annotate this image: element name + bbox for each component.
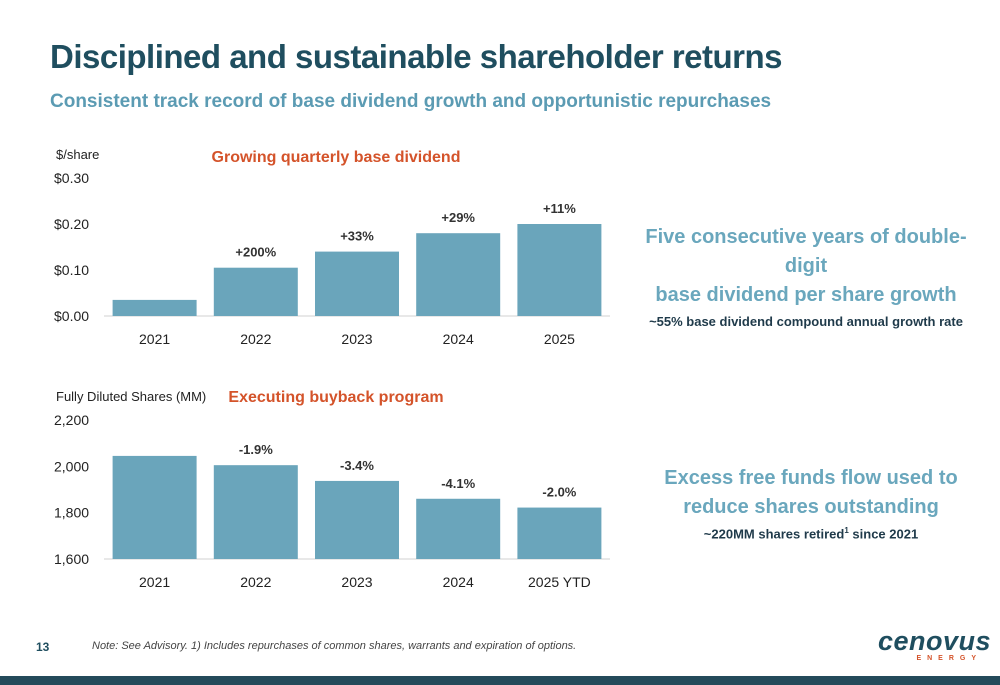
x-tick-label: 2022 [240, 331, 271, 347]
footnote-marker: 1 [844, 526, 849, 535]
buyback-callout-line2: reduce shares outstanding [683, 496, 939, 518]
company-logo: cenovus ENERGY [878, 626, 992, 664]
dividend-callout-line2: base dividend per share growth [655, 284, 957, 306]
bar [315, 480, 399, 559]
data-label: +33% [340, 229, 374, 244]
y-tick-label: $0.00 [54, 308, 89, 324]
data-label: -3.4% [340, 458, 374, 473]
bar [112, 455, 197, 559]
buyback-callout-line1: Excess free funds flow used to [664, 467, 958, 489]
page-title: Disciplined and sustainable shareholder … [50, 38, 783, 75]
bar [517, 507, 602, 559]
buyback-detail-text: ~220MM shares retired [703, 526, 845, 542]
chart-title: Executing buyback program [228, 389, 443, 406]
buyback-callout: Excess free funds flow used to reduce sh… [641, 464, 981, 541]
logo-subtext: ENERGY [916, 655, 982, 662]
x-tick-label: 2022 [240, 574, 271, 590]
buyback-bar-chart: Executing buyback program Fully Diluted S… [54, 389, 610, 590]
dividend-callout-detail: ~55% base dividend compound annual growt… [649, 314, 963, 329]
bar [213, 267, 298, 316]
chart-title: Growing quarterly base dividend [212, 149, 461, 166]
y-tick-label: $0.20 [54, 216, 89, 232]
x-tick-label: 2021 [139, 331, 170, 347]
page-subtitle: Consistent track record of base dividend… [50, 91, 772, 112]
y-tick-label: $0.30 [54, 170, 89, 186]
buyback-callout-detail: ~220MM shares retired1 since 2021 [641, 526, 981, 541]
y-tick-label: $0.10 [54, 262, 89, 278]
bar [416, 233, 501, 316]
buyback-detail-tail: since 2021 [848, 526, 919, 542]
y-tick-label: 2,200 [54, 412, 89, 428]
data-label: +11% [543, 201, 576, 216]
footnote: Note: See Advisory. 1) Includes repurcha… [92, 640, 577, 652]
y-axis-label: Fully Diluted Shares (MM) [56, 389, 206, 404]
x-tick-label: 2023 [341, 331, 372, 347]
y-tick-label: 2,000 [54, 458, 89, 474]
data-label: -2.0% [542, 485, 576, 500]
x-tick-label: 2023 [341, 574, 372, 590]
x-tick-label: 2025 [544, 331, 575, 347]
x-tick-label: 2024 [443, 574, 474, 590]
data-label: -4.1% [441, 476, 475, 491]
bar [416, 498, 501, 559]
bar [315, 251, 399, 316]
dividend-callout-line1: Five consecutive years of double-digit [645, 226, 967, 277]
bar [213, 465, 298, 559]
footer-bar [0, 676, 1000, 685]
y-axis-label: $/share [56, 147, 99, 162]
data-label: +200% [235, 245, 276, 260]
logo-wordmark: cenovus [878, 626, 992, 656]
page-number: 13 [36, 640, 50, 654]
y-tick-label: 1,600 [54, 551, 89, 567]
bar [517, 224, 602, 316]
dividend-callout: Five consecutive years of double-digit b… [636, 223, 976, 329]
data-label: -1.9% [239, 442, 273, 457]
y-tick-label: 1,800 [54, 505, 89, 521]
x-tick-label: 2025 YTD [528, 574, 591, 590]
dividend-bar-chart: Growing quarterly base dividend $/share $0… [54, 147, 610, 347]
x-tick-label: 2024 [443, 331, 474, 347]
x-tick-label: 2021 [139, 574, 170, 590]
bar [112, 299, 197, 316]
data-label: +29% [441, 210, 475, 225]
